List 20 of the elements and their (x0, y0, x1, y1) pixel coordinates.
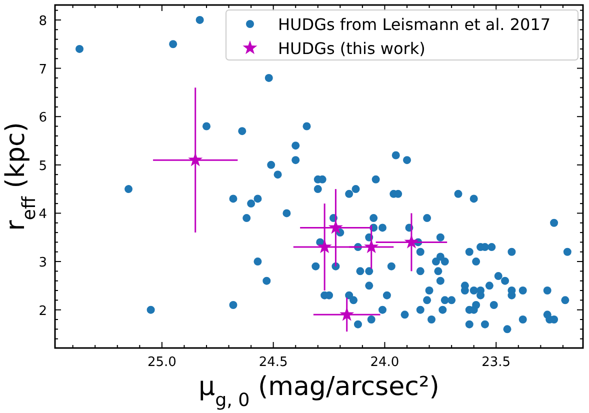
legend-label: HUDGs (this work) (278, 39, 426, 58)
legend-label: HUDGs from Leismann et al. 2017 (278, 15, 551, 34)
point (404, 234, 419, 248)
y-tick-label: 2 (38, 304, 47, 319)
x-tick-label: 25.0 (147, 355, 176, 370)
x-tick-label: 23.5 (482, 355, 511, 370)
y-tick-label: 3 (38, 256, 47, 271)
y-tick-label: 8 (38, 14, 47, 29)
point (328, 220, 343, 234)
x-tick-label: 24.5 (258, 355, 288, 370)
y-tick-label: 7 (38, 62, 47, 78)
x-tick-label: 24.0 (370, 355, 400, 370)
y-tick-label: 5 (38, 158, 47, 174)
point (317, 239, 332, 254)
y-tick-label: 6 (38, 110, 47, 126)
x-axis-title: μ$_{g, 0}$ (mag/arcsec²) (198, 372, 440, 410)
point (364, 239, 379, 254)
point (188, 152, 203, 166)
y-tick-label: 4 (38, 207, 47, 222)
point (340, 307, 354, 321)
